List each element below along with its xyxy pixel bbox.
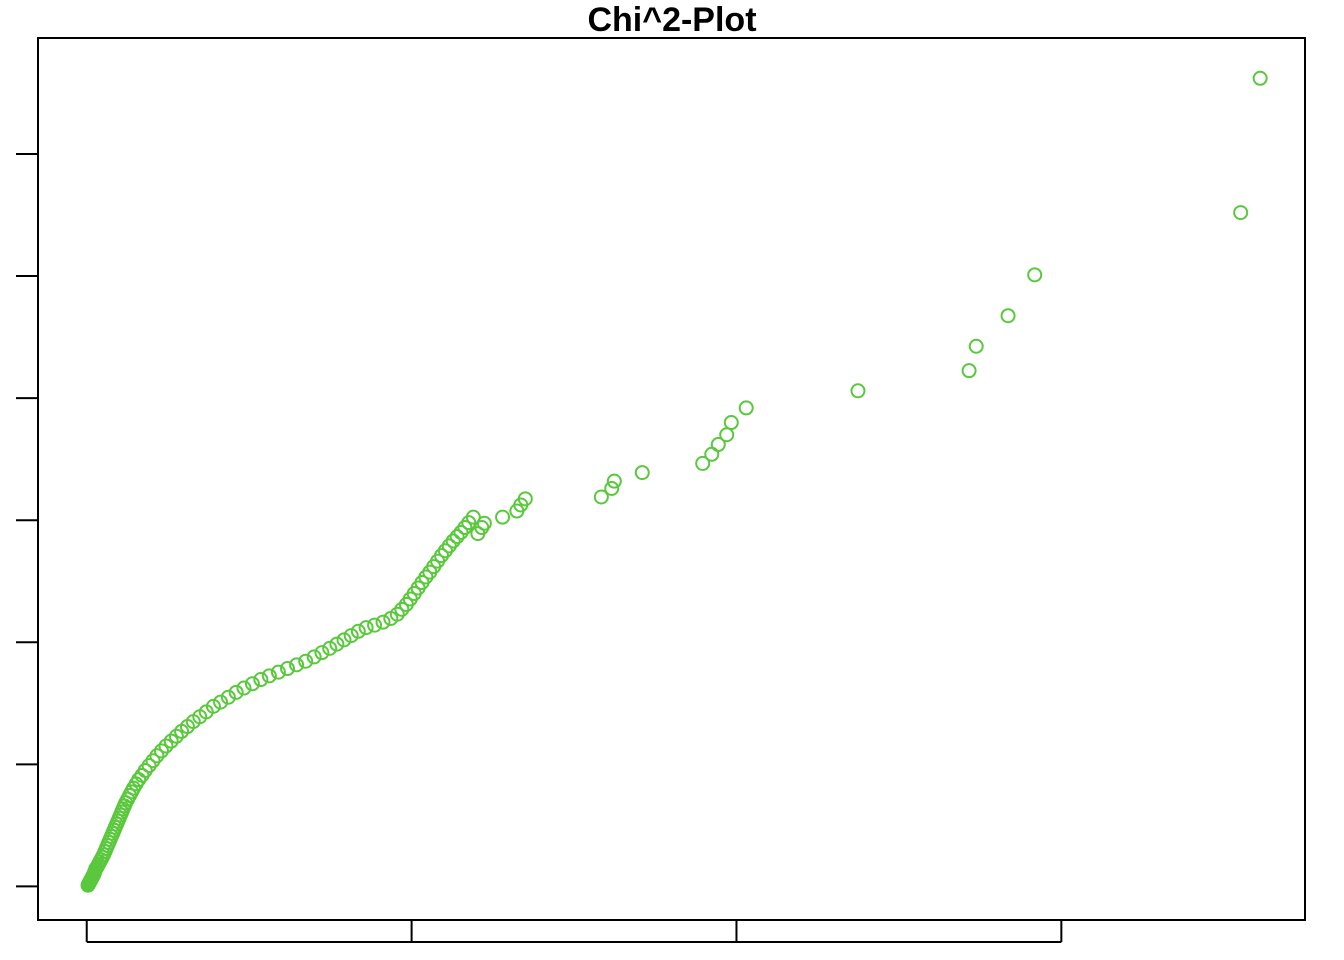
data-point	[314, 645, 330, 661]
data-point	[244, 676, 260, 692]
data-point	[968, 338, 984, 354]
y-axis	[16, 152, 38, 888]
data-point	[1000, 308, 1016, 324]
data-point	[350, 623, 366, 639]
plot-frame	[37, 37, 1306, 921]
data-point	[158, 738, 174, 754]
data-point	[606, 473, 622, 489]
data-point	[280, 661, 296, 677]
data-point	[153, 743, 169, 759]
data-point	[604, 480, 620, 496]
data-point	[149, 748, 165, 764]
data-point	[445, 533, 461, 549]
data-point	[220, 689, 236, 705]
data-point	[476, 515, 492, 531]
data-point	[306, 649, 322, 665]
data-point	[634, 465, 650, 481]
data-point	[449, 529, 465, 545]
data-point	[1027, 267, 1043, 283]
data-point	[723, 415, 739, 431]
data-point	[1252, 70, 1268, 86]
data-point	[213, 694, 229, 710]
data-point	[236, 680, 252, 696]
data-point	[270, 664, 286, 680]
chart-title: Chi^2-Plot	[587, 1, 757, 39]
data-point	[389, 606, 405, 622]
data-point	[850, 383, 866, 399]
data-point	[593, 489, 609, 505]
data-point	[710, 437, 726, 453]
data-point	[695, 455, 711, 471]
data-point	[375, 614, 391, 630]
data-point	[228, 684, 244, 700]
data-point	[394, 601, 410, 617]
data-point	[261, 668, 277, 684]
data-point	[163, 733, 179, 749]
data-point	[298, 653, 314, 669]
data-points	[80, 70, 1268, 893]
x-axis	[85, 920, 1063, 943]
data-point	[738, 400, 754, 416]
data-point	[1233, 205, 1249, 221]
data-point	[253, 672, 269, 688]
data-point	[465, 509, 481, 525]
data-point	[495, 509, 511, 525]
data-point	[289, 657, 305, 673]
data-point	[168, 728, 184, 744]
data-point	[358, 620, 374, 636]
data-point	[719, 427, 735, 443]
data-point	[517, 491, 533, 507]
data-point	[367, 617, 383, 633]
data-point	[961, 363, 977, 379]
